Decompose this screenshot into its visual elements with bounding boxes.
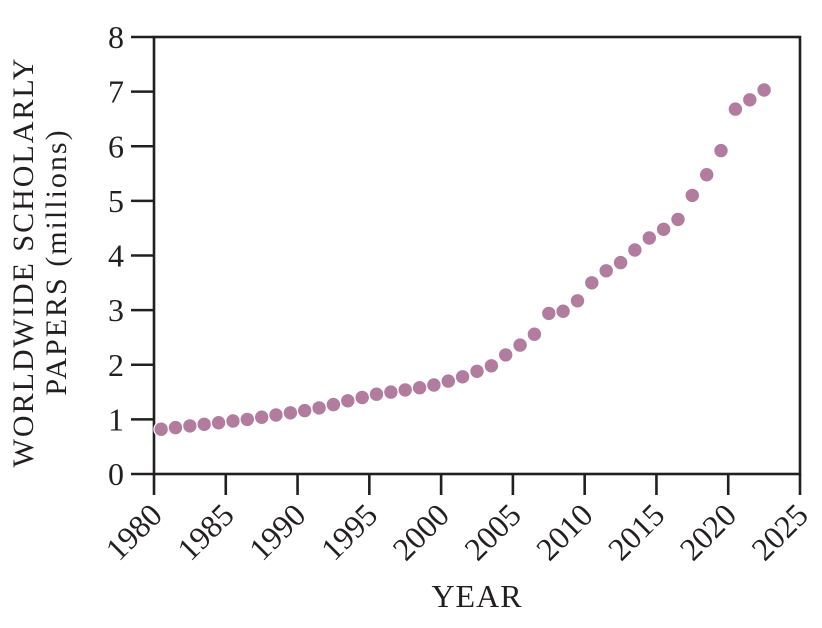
data-point bbox=[311, 400, 328, 416]
y-tick-label: 1 bbox=[108, 401, 124, 437]
data-point bbox=[196, 416, 213, 433]
y-tick-label: 4 bbox=[108, 238, 124, 274]
data-point bbox=[454, 368, 471, 385]
data-point bbox=[641, 230, 658, 246]
data-point bbox=[368, 386, 385, 403]
data-point bbox=[296, 402, 313, 419]
data-point bbox=[354, 389, 371, 406]
data-point bbox=[612, 254, 629, 271]
data-point bbox=[426, 377, 442, 393]
data-point bbox=[239, 411, 256, 428]
data-point bbox=[670, 211, 686, 228]
x-axis-ticks: 1980 1985 1990 1995 2000 2005 2010 2015 2020 2025 bbox=[98, 474, 815, 567]
data-point bbox=[555, 303, 571, 320]
plot-area-border bbox=[152, 35, 802, 476]
y-tick-label: 2 bbox=[108, 347, 124, 383]
data-point bbox=[440, 373, 457, 390]
data-point bbox=[397, 382, 414, 398]
data-point bbox=[253, 409, 270, 426]
x-tick-label: 2015 bbox=[601, 496, 672, 567]
data-point bbox=[469, 363, 485, 380]
data-point bbox=[727, 101, 744, 117]
y-tick-label: 5 bbox=[108, 183, 124, 219]
x-tick-label: 2020 bbox=[672, 496, 743, 567]
x-tick-label: 2025 bbox=[744, 496, 815, 567]
x-tick-label: 1980 bbox=[98, 496, 169, 567]
data-point bbox=[713, 142, 729, 159]
data-point bbox=[225, 413, 241, 429]
x-tick-label: 2010 bbox=[529, 496, 600, 567]
data-point bbox=[526, 326, 543, 343]
data-point bbox=[698, 166, 715, 183]
data-point bbox=[282, 404, 299, 421]
x-tick-label: 1990 bbox=[242, 496, 313, 567]
x-tick-label: 2005 bbox=[457, 496, 528, 567]
data-points bbox=[153, 82, 772, 438]
data-point bbox=[741, 91, 758, 108]
plot-frame bbox=[152, 35, 802, 476]
y-axis-ticks: 0 1 2 3 4 5 6 7 8 bbox=[108, 19, 154, 492]
data-point bbox=[339, 392, 356, 409]
data-point bbox=[411, 379, 428, 396]
data-point bbox=[655, 221, 672, 238]
data-point bbox=[210, 414, 227, 431]
y-tick-label: 8 bbox=[108, 19, 124, 55]
data-point bbox=[540, 305, 557, 322]
data-point bbox=[569, 292, 586, 309]
y-axis-title: WORLDWIDE SCHOLARLY PAPERS (millions) bbox=[7, 57, 73, 468]
x-tick-label: 1985 bbox=[170, 496, 241, 567]
data-point bbox=[167, 419, 184, 436]
data-point bbox=[512, 337, 528, 354]
data-point bbox=[153, 421, 170, 438]
y-tick-label: 3 bbox=[108, 292, 124, 328]
data-point bbox=[325, 396, 342, 413]
y-tick-label: 6 bbox=[108, 128, 124, 164]
x-tick-label: 2000 bbox=[385, 496, 456, 567]
data-point bbox=[756, 82, 772, 98]
data-point bbox=[627, 242, 643, 258]
data-point bbox=[684, 187, 701, 204]
y-tick-label: 0 bbox=[108, 456, 124, 492]
x-tick-label: 1995 bbox=[314, 496, 385, 567]
data-point bbox=[483, 357, 500, 374]
data-point bbox=[497, 347, 514, 363]
data-point bbox=[383, 384, 399, 401]
data-point bbox=[268, 407, 284, 423]
data-point bbox=[181, 418, 198, 434]
x-axis-title: YEAR bbox=[431, 578, 522, 614]
data-point bbox=[598, 262, 615, 279]
data-point bbox=[583, 274, 600, 291]
y-axis-title-line1: WORLDWIDE SCHOLARLY bbox=[7, 57, 40, 468]
y-axis-title-line2: PAPERS (millions) bbox=[40, 128, 73, 395]
y-tick-label: 7 bbox=[108, 74, 124, 110]
